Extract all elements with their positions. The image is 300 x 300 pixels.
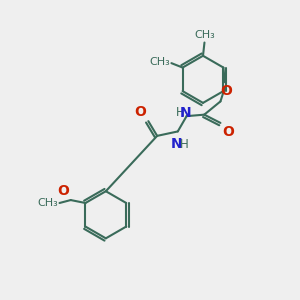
Text: CH₃: CH₃ bbox=[194, 31, 215, 40]
Text: O: O bbox=[134, 105, 146, 119]
Text: O: O bbox=[222, 125, 234, 139]
Text: O: O bbox=[57, 184, 69, 198]
Text: CH₃: CH₃ bbox=[37, 198, 58, 208]
Text: N: N bbox=[171, 137, 182, 151]
Text: H: H bbox=[176, 106, 184, 119]
Text: CH₃: CH₃ bbox=[149, 57, 170, 67]
Text: N: N bbox=[180, 106, 191, 120]
Text: H: H bbox=[180, 138, 189, 151]
Text: O: O bbox=[220, 84, 232, 98]
